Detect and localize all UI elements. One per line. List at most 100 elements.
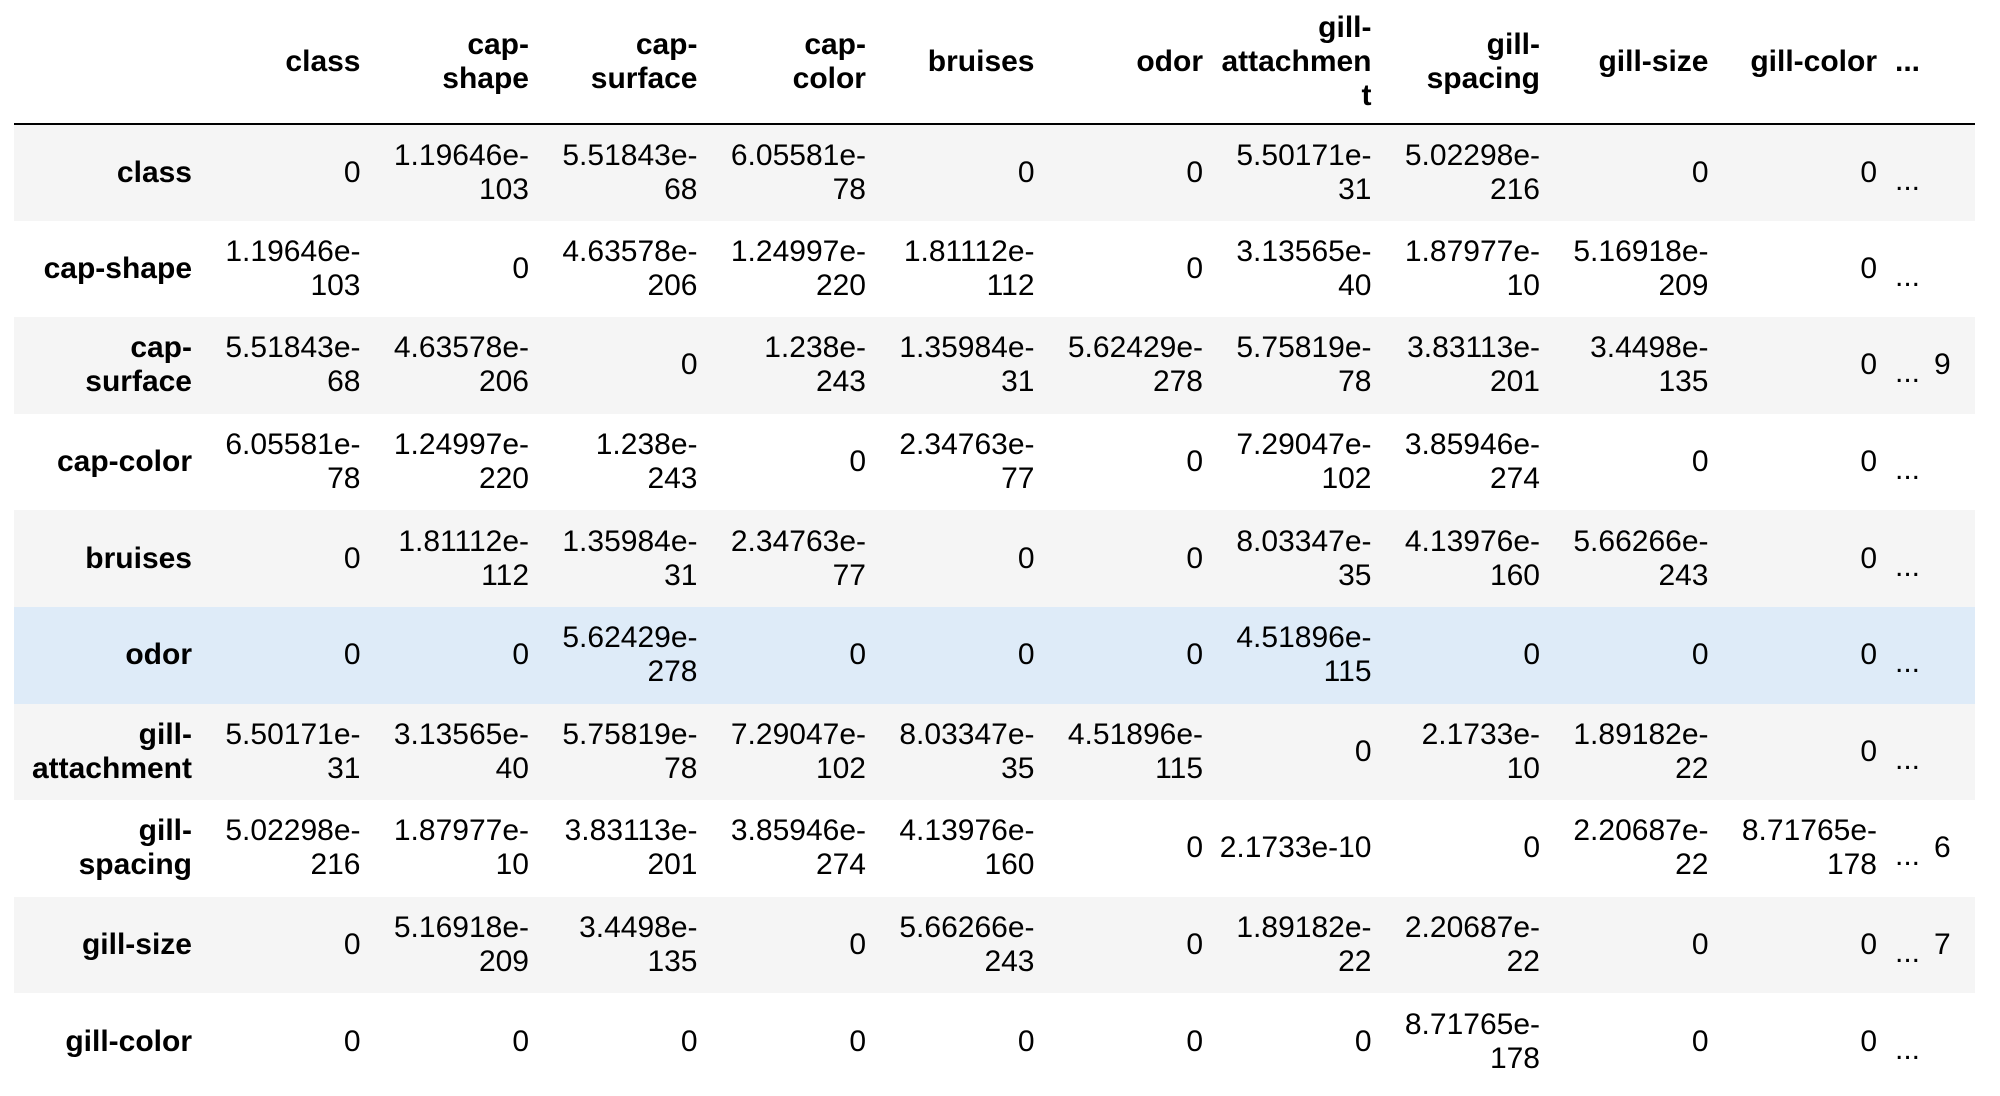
table-row[interactable]: odor 0 0 5.62429e- 278 0 0 0 4.51896e- 115 0 0 0... xyxy=(14,606,1976,704)
cell-text-line: 0 xyxy=(1860,928,1877,962)
cell-text-line: 243 xyxy=(815,365,866,399)
table-cell: 0 xyxy=(1550,414,1719,511)
cell-text-line: 0 xyxy=(680,1024,698,1058)
table-row[interactable]: cap-surface 5.51843e- 68 4.63578e- 206 0 1.238… xyxy=(14,317,1976,414)
cell-text-line: 1.24997e- xyxy=(730,234,866,268)
row-index-label: cap-shape xyxy=(14,221,202,318)
cell-text-line: 0 xyxy=(343,155,361,189)
table-cell: 3.13565e- 40 xyxy=(1213,221,1382,318)
ellipsis-text: ... xyxy=(1895,742,1921,776)
cell-text-line: 206 xyxy=(647,268,698,302)
column-header-bruises: bruises xyxy=(876,0,1045,125)
cell-text-line: 278 xyxy=(647,655,698,689)
cell-text-line: 3.13565e- xyxy=(1236,234,1372,268)
ellipsis-cell: ... xyxy=(1887,897,1930,994)
cell-text-line: 0 xyxy=(1860,638,1877,672)
table-cell: 0 xyxy=(1719,510,1888,607)
cell-text-line: 5.02298e- xyxy=(225,814,361,848)
table-cell: 0 xyxy=(1382,607,1551,704)
table-cell: 1.35984e- 31 xyxy=(876,317,1045,414)
cell-text-line: 40 xyxy=(495,751,529,785)
cell-text-line: 0 xyxy=(1186,831,1203,865)
cell-text-line: 22 xyxy=(1675,751,1709,785)
ellipsis-text: ... xyxy=(1895,163,1921,197)
table-cell: 0 xyxy=(202,897,371,994)
table-cell: 0 xyxy=(371,607,540,704)
table-cell: 1.19646e- 103 xyxy=(202,221,371,318)
table-row[interactable]: gill-size 0 5.16918e- 209 3.4498e- 135 0 5.6626… xyxy=(14,896,1976,994)
cell-text-line: 112 xyxy=(481,558,529,592)
cell-text-line: 0 xyxy=(1017,155,1035,189)
cell-text-line: 0 xyxy=(1860,1024,1877,1058)
truncated-cell: 6 xyxy=(1934,831,1951,865)
column-header-gill-spacing: gill-spacing xyxy=(1381,0,1550,125)
cell-text-line: gill-size xyxy=(1598,44,1709,78)
table-row[interactable]: class 0 1.19646e- 103 5.51843e- 68 6.05581e- 78… xyxy=(14,124,1976,221)
index-header-corner xyxy=(14,0,202,125)
cell-text-line: attachment xyxy=(1221,44,1372,112)
table-body: class 0 1.19646e- 103 5.51843e- 68 6.05581e- 78… xyxy=(14,124,1976,1090)
cell-text-line: 178 xyxy=(1489,1041,1540,1075)
cell-text-line: 68 xyxy=(664,172,698,206)
cell-text-line: 102 xyxy=(815,751,866,785)
cell-text-line: 102 xyxy=(1321,462,1372,496)
cell-text-line: 112 xyxy=(986,268,1035,302)
cell-text-line: 2.1733e-10 xyxy=(1219,831,1372,865)
cell-text-line: 5.50171e- xyxy=(1236,138,1372,172)
cell-text-line: 78 xyxy=(327,462,361,496)
table-cell: 3.13565e- 40 xyxy=(371,704,540,801)
table-cell: 2.34763e- 77 xyxy=(876,414,1045,511)
table-row[interactable]: gill-attachment 5.50171e- 31 3.13565e- 40 5.7… xyxy=(14,703,1976,801)
table-cell: 0 xyxy=(1719,607,1888,704)
table-cell: 5.02298e- 216 xyxy=(202,800,371,897)
cell-text-line: 3.4498e- xyxy=(579,911,698,945)
table-cell: 3.4498e- 135 xyxy=(1550,317,1719,414)
table-cell: 0 xyxy=(1719,221,1888,318)
table-cell: 1.81112e- 112 xyxy=(371,510,540,607)
table-cell: 2.20687e- 22 xyxy=(1382,897,1551,994)
table-cell: 4.13976e- 160 xyxy=(876,800,1045,897)
cell-text-line: 0 xyxy=(343,1024,361,1058)
table-row[interactable]: cap-color 6.05581e- 78 1.24997e- 220 1.238e- 2… xyxy=(14,413,1976,511)
cell-text-line: 160 xyxy=(1489,558,1540,592)
ellipsis-text: ... xyxy=(1895,453,1921,487)
cell-text-line: 103 xyxy=(478,172,529,206)
cell-text-line: 35 xyxy=(1001,751,1035,785)
cell-text-line: 78 xyxy=(664,751,698,785)
truncated-cell xyxy=(1930,414,1975,511)
table-cell: 0 xyxy=(708,897,877,994)
cell-text-line: 0 xyxy=(1860,155,1877,189)
cell-text-line: 31 xyxy=(1001,365,1035,399)
table-row[interactable]: gill-color 0 0 0 0 0 0 0 8.71765e- 178 0 0... xyxy=(14,993,1976,1090)
table-row[interactable]: bruises 0 1.81112e- 112 1.35984e- 31 2.34763e-… xyxy=(14,510,1976,607)
cell-text-line: 0 xyxy=(512,251,529,285)
cell-text-line: 3.4498e- xyxy=(1590,331,1709,365)
cell-text-line: 2.34763e- xyxy=(899,428,1035,462)
table-cell: 0 xyxy=(202,510,371,607)
cell-text-line: 274 xyxy=(815,848,866,882)
ellipsis-text: ... xyxy=(1895,259,1921,293)
table-cell: 8.03347e- 35 xyxy=(876,704,1045,801)
table-row[interactable]: cap-shape 1.19646e- 103 0 4.63578e- 206 1.2499… xyxy=(14,220,1976,318)
cell-text-line: 68 xyxy=(327,365,361,399)
cell-text-line: 0 xyxy=(343,541,361,575)
table-cell: 6.05581e- 78 xyxy=(708,124,877,221)
table-cell: 0 xyxy=(202,607,371,704)
cell-text-line: 3.85946e- xyxy=(730,814,866,848)
cell-text-line: 4.63578e- xyxy=(562,234,698,268)
truncated-cell xyxy=(1930,510,1975,607)
column-header-cap-shape: cap-shape xyxy=(370,0,539,125)
cell-text-line: 1.35984e- xyxy=(899,331,1035,365)
table-cell: 0 xyxy=(1045,607,1214,704)
cell-text-line: cap- xyxy=(467,27,529,61)
table-cell: 3.85946e- 274 xyxy=(1382,414,1551,511)
table-cell: 5.02298e- 216 xyxy=(1382,124,1551,221)
table-cell: 3.85946e- 274 xyxy=(708,800,877,897)
cell-text-line: cap- xyxy=(804,27,866,61)
cell-text-line: 103 xyxy=(310,268,361,302)
table-cell: 1.24997e- 220 xyxy=(708,221,877,318)
table-row[interactable]: gill-spacing 5.02298e- 216 1.87977e- 10 3.831… xyxy=(14,800,1976,897)
table-cell: 1.89182e- 22 xyxy=(1213,897,1382,994)
cell-text-line: 0 xyxy=(1523,638,1540,672)
cell-text-line: 4.51896e- xyxy=(1236,621,1372,655)
